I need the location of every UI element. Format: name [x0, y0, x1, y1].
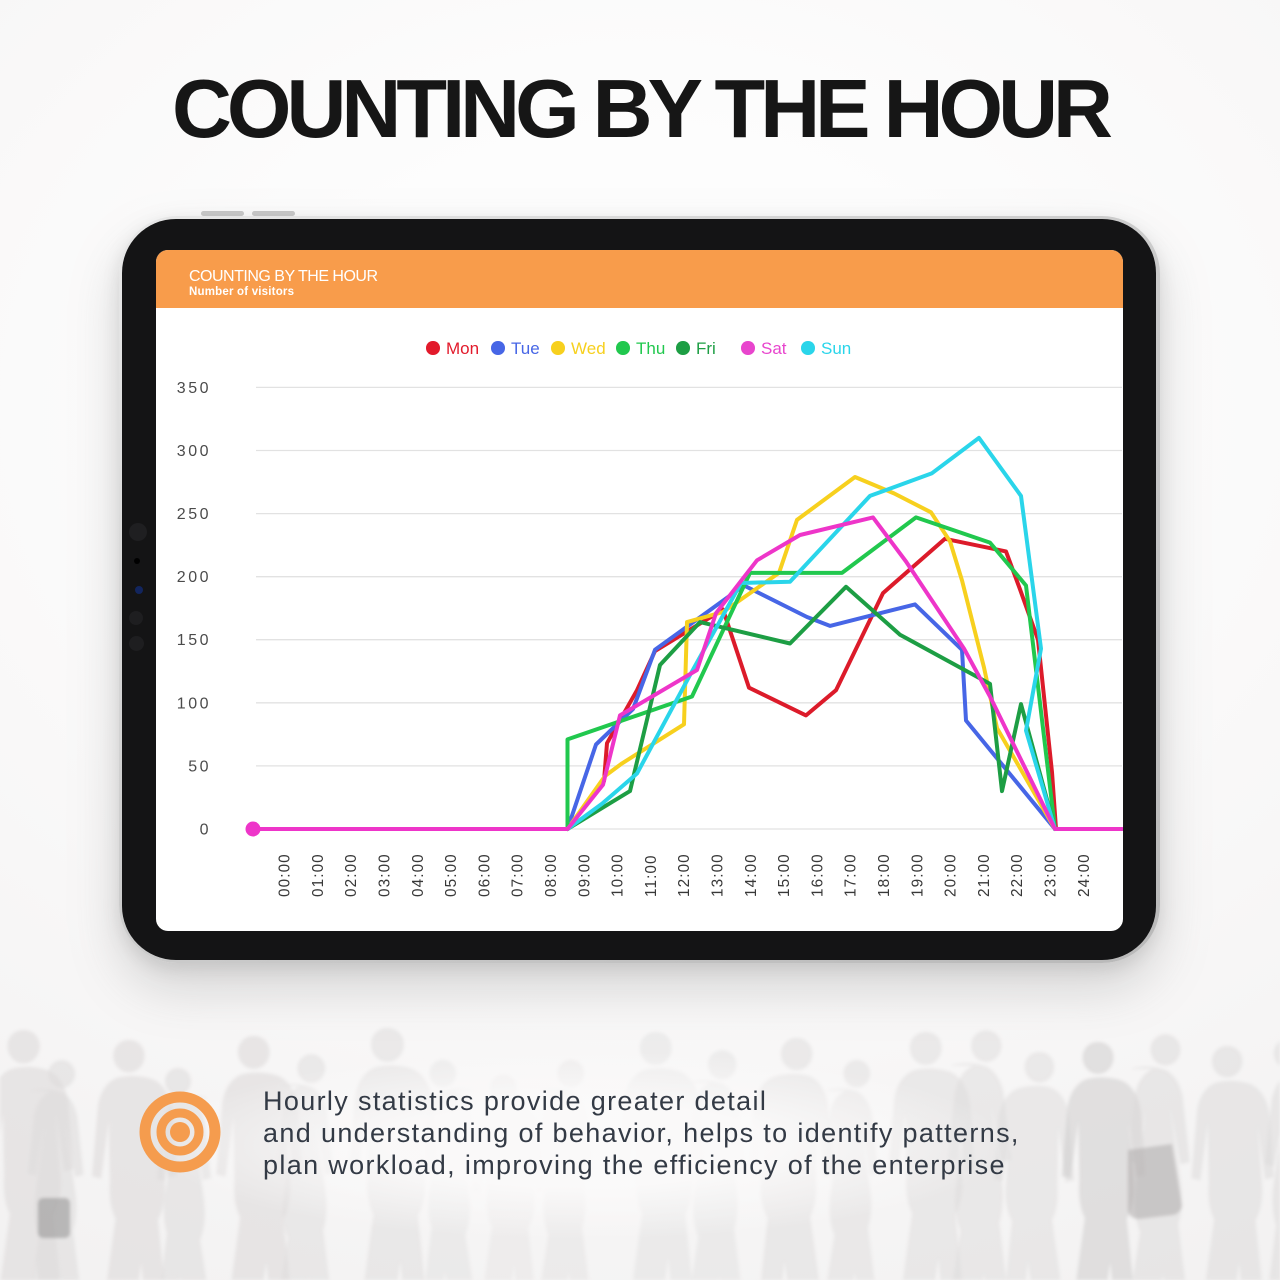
svg-text:18:00: 18:00: [876, 853, 893, 897]
svg-text:03:00: 03:00: [377, 853, 394, 897]
svg-text:09:00: 09:00: [576, 853, 593, 897]
svg-text:21:00: 21:00: [976, 853, 993, 897]
svg-text:10:00: 10:00: [610, 853, 627, 897]
svg-text:14:00: 14:00: [743, 853, 760, 897]
svg-text:12:00: 12:00: [676, 853, 693, 897]
svg-text:02:00: 02:00: [343, 853, 360, 897]
svg-text:20:00: 20:00: [943, 853, 960, 897]
svg-text:17:00: 17:00: [843, 853, 860, 897]
svg-text:00:00: 00:00: [277, 853, 294, 897]
svg-text:05:00: 05:00: [443, 853, 460, 897]
svg-text:200: 200: [177, 569, 211, 586]
svg-text:16:00: 16:00: [809, 853, 826, 897]
svg-text:15:00: 15:00: [776, 853, 793, 897]
svg-text:23:00: 23:00: [1043, 853, 1060, 897]
svg-text:01:00: 01:00: [310, 853, 327, 897]
svg-text:150: 150: [177, 632, 211, 649]
svg-text:07:00: 07:00: [510, 853, 527, 897]
svg-text:22:00: 22:00: [1009, 853, 1026, 897]
svg-text:04:00: 04:00: [410, 853, 427, 897]
svg-text:0: 0: [200, 822, 211, 839]
svg-text:250: 250: [177, 506, 211, 523]
svg-text:300: 300: [177, 443, 211, 460]
svg-text:08:00: 08:00: [543, 853, 560, 897]
svg-text:13:00: 13:00: [710, 853, 727, 897]
svg-text:11:00: 11:00: [643, 854, 660, 897]
svg-text:19:00: 19:00: [909, 853, 926, 897]
svg-text:50: 50: [188, 758, 211, 775]
svg-text:100: 100: [177, 695, 211, 712]
svg-text:350: 350: [177, 380, 211, 397]
svg-text:06:00: 06:00: [476, 853, 493, 897]
svg-text:24:00: 24:00: [1076, 853, 1093, 897]
